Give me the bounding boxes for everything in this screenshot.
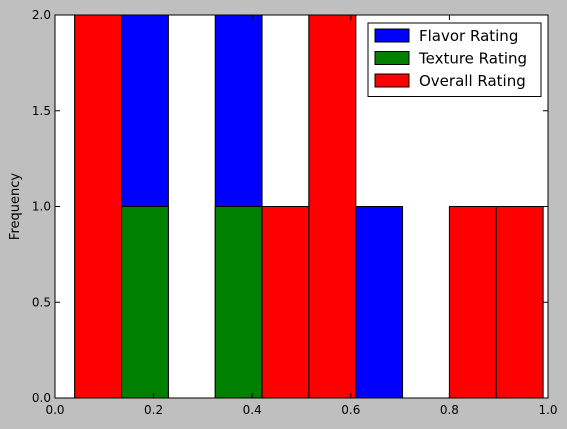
y-tick-label: 1.0 (32, 200, 51, 214)
y-tick-label: 0.0 (32, 391, 51, 405)
x-tick-label: 0.0 (45, 403, 64, 417)
legend-swatch (374, 73, 410, 88)
ticks-layer: 0.0 0.2 0.4 0.6 0.8 1.0 0.0 0.5 1.0 1.5 2.0 (32, 8, 558, 417)
y-tick-label: 0.5 (32, 295, 51, 309)
bar-overall-rating-4 (261, 206, 310, 399)
bar-overall-rating-9 (495, 206, 544, 399)
y-tick-label: 2.0 (32, 8, 51, 22)
bar-texture-rating-3 (214, 206, 263, 399)
bar-flavor-rating-6 (355, 206, 404, 399)
legend-label: Texture Rating (418, 50, 527, 68)
bars-layer (74, 14, 544, 399)
x-tick-label: 0.4 (243, 403, 262, 417)
x-tick-label: 1.0 (538, 403, 557, 417)
bar-overall-rating-8 (448, 206, 497, 399)
y-tick-label: 1.5 (32, 104, 51, 118)
x-tick-label: 0.2 (144, 403, 163, 417)
x-tick-label: 0.6 (341, 403, 360, 417)
bar-overall-rating-5 (308, 14, 357, 399)
legend-swatch (374, 28, 410, 43)
legend-swatch (374, 51, 410, 65)
x-tick-label: 0.8 (440, 403, 459, 417)
legend-label: Overall Rating (419, 72, 526, 90)
legend-label: Flavor Rating (419, 27, 518, 45)
legend: Flavor Rating Texture Rating Overall Ratin… (367, 22, 542, 97)
bar-overall-rating-0 (74, 14, 123, 399)
y-axis-label: Frequency (8, 173, 23, 240)
bar-texture-rating-1 (121, 206, 169, 399)
